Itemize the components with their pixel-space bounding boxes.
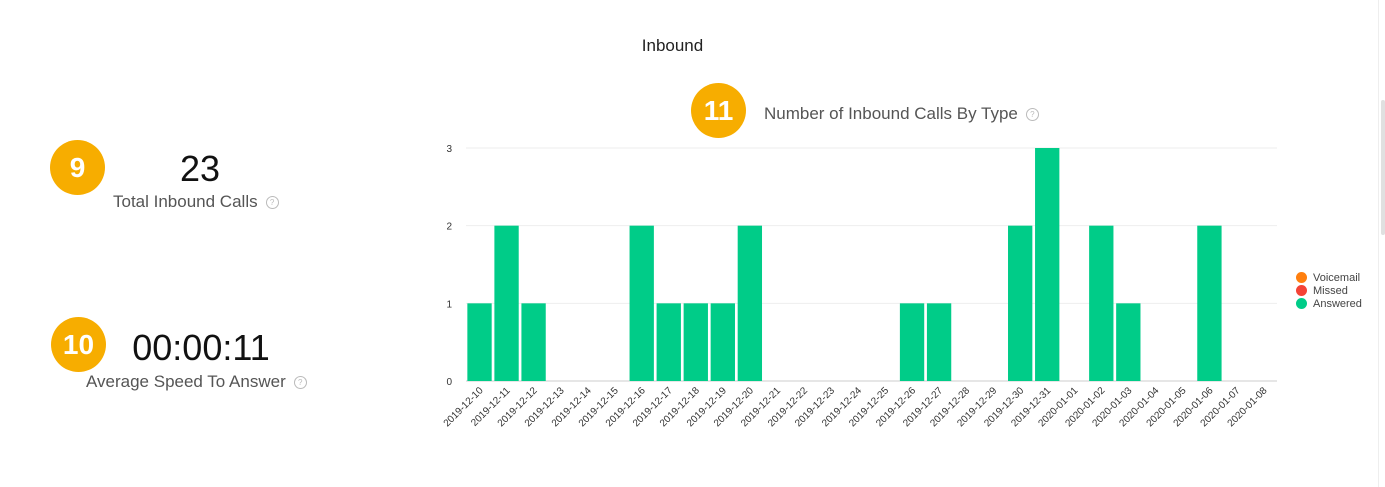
bar-answered-2019-12-12[interactable] [521,303,546,381]
bar-answered-2019-12-17[interactable] [656,303,681,381]
bar-answered-2020-01-02[interactable] [1089,225,1114,381]
chart-bars [467,148,1222,381]
scrollbar[interactable] [1381,100,1385,235]
bar-answered-2019-12-18[interactable] [683,303,708,381]
y-tick-label: 3 [446,144,452,155]
legend-dot-icon [1296,285,1307,296]
total-inbound-calls-label: Total Inbound Calls? [113,192,279,212]
bar-answered-2019-12-19[interactable] [710,303,735,381]
total-inbound-calls-value: 23 [179,148,221,189]
legend-item-missed[interactable]: Missed [1296,284,1362,297]
legend-item-answered[interactable]: Answered [1296,297,1362,310]
badge-10: 10 [51,317,106,372]
bar-answered-2019-12-31[interactable] [1035,148,1060,381]
badge-11: 11 [691,83,746,138]
y-tick-label: 0 [446,377,452,388]
bar-answered-2020-01-06[interactable] [1197,225,1222,381]
help-icon[interactable]: ? [1025,108,1039,122]
total-inbound-calls-text: Total Inbound Calls [113,192,258,211]
bar-answered-2019-12-30[interactable] [1008,225,1033,381]
badge-9: 9 [50,140,105,195]
bar-answered-2019-12-20[interactable] [737,225,763,381]
average-speed-text: Average Speed To Answer [86,372,286,391]
section-title: Inbound [641,36,704,55]
legend-dot-icon [1296,272,1307,283]
bar-answered-2019-12-16[interactable] [629,225,654,381]
y-tick-label: 1 [446,299,452,310]
chart-title: Number of Inbound Calls By Type? [764,104,1039,124]
help-icon[interactable]: ? [265,196,279,210]
y-axis-ticks: 0 1 2 3 [446,144,452,388]
legend-label: Answered [1313,297,1362,310]
chart-legend: Voicemail Missed Answered [1296,271,1362,310]
y-tick-label: 2 [446,222,452,233]
bar-answered-2019-12-10[interactable] [467,303,492,381]
help-icon[interactable]: ? [293,376,307,390]
chart-grid [466,147,1277,382]
scroll-divider [1378,0,1379,487]
chart-title-text: Number of Inbound Calls By Type [764,104,1018,123]
x-axis-ticks: 2019-12-102019-12-112019-12-122019-12-13… [442,385,1270,429]
bar-answered-2019-12-11[interactable] [494,225,519,381]
legend-item-voicemail[interactable]: Voicemail [1296,271,1362,284]
legend-label: Voicemail [1313,271,1361,284]
bar-answered-2020-01-03[interactable] [1116,303,1141,381]
average-speed-value: 00:00:11 [132,327,270,368]
bar-answered-2019-12-26[interactable] [899,303,925,381]
legend-label: Missed [1313,284,1348,297]
bar-answered-2019-12-27[interactable] [926,303,952,381]
legend-dot-icon [1296,298,1307,309]
average-speed-label: Average Speed To Answer? [86,372,307,392]
